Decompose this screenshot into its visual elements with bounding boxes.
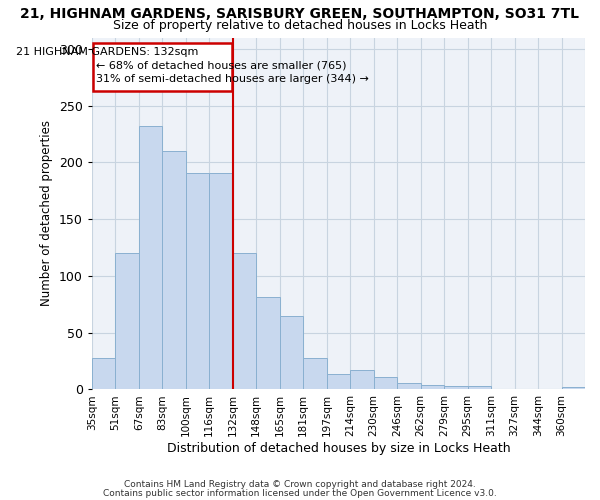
Y-axis label: Number of detached properties: Number of detached properties [40, 120, 53, 306]
Bar [467, 386, 491, 390]
Text: Contains HM Land Registry data © Crown copyright and database right 2024.: Contains HM Land Registry data © Crown c… [124, 480, 476, 489]
FancyBboxPatch shape [93, 43, 232, 91]
Text: ← 68% of detached houses are smaller (765): ← 68% of detached houses are smaller (76… [97, 60, 347, 70]
Text: Size of property relative to detached houses in Locks Heath: Size of property relative to detached ho… [113, 19, 487, 32]
Bar [444, 386, 467, 390]
Text: 31% of semi-detached houses are larger (344) →: 31% of semi-detached houses are larger (… [97, 74, 370, 84]
Bar [350, 370, 374, 390]
Bar [421, 385, 444, 390]
Bar [186, 172, 209, 390]
Text: 21 HIGHNAM GARDENS: 132sqm: 21 HIGHNAM GARDENS: 132sqm [16, 46, 198, 56]
Bar [139, 126, 162, 390]
Bar [209, 172, 233, 390]
Text: Contains public sector information licensed under the Open Government Licence v3: Contains public sector information licen… [103, 488, 497, 498]
Bar [115, 253, 139, 390]
Bar [256, 298, 280, 390]
Bar [233, 253, 256, 390]
Bar [92, 358, 115, 390]
Bar [162, 151, 186, 390]
Bar [397, 382, 421, 390]
Bar [280, 316, 303, 390]
X-axis label: Distribution of detached houses by size in Locks Heath: Distribution of detached houses by size … [167, 442, 510, 455]
Bar [562, 387, 585, 390]
Bar [303, 358, 326, 390]
Bar [374, 377, 397, 390]
Bar [326, 374, 350, 390]
Text: 21, HIGHNAM GARDENS, SARISBURY GREEN, SOUTHAMPTON, SO31 7TL: 21, HIGHNAM GARDENS, SARISBURY GREEN, SO… [20, 8, 580, 22]
